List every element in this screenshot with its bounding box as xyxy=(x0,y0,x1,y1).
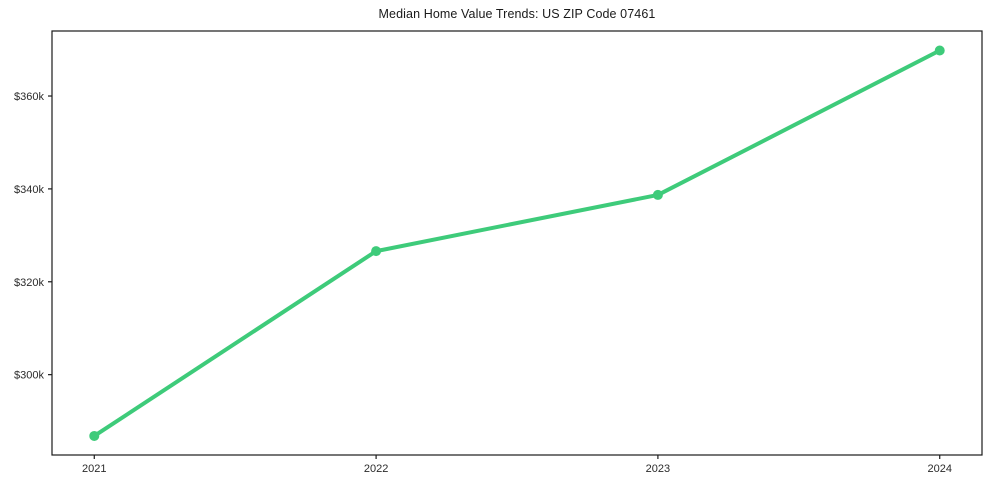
data-point-marker xyxy=(934,45,945,56)
plot-border xyxy=(51,30,983,456)
y-tick-label: $320k xyxy=(14,277,44,289)
y-tick-label: $360k xyxy=(14,91,44,103)
data-point-marker xyxy=(652,189,663,200)
data-point-marker xyxy=(89,430,100,441)
y-tick-label: $300k xyxy=(14,370,44,382)
series-line xyxy=(92,48,942,438)
x-tick-label: 2022 xyxy=(364,463,388,475)
x-tick-label: 2021 xyxy=(82,463,106,475)
x-tick-label: 2024 xyxy=(927,463,951,475)
x-tick-label: 2023 xyxy=(646,463,670,475)
y-tick-label: $340k xyxy=(14,184,44,196)
data-point-marker xyxy=(371,246,382,257)
chart-title: Median Home Value Trends: US ZIP Code 07… xyxy=(378,7,656,21)
